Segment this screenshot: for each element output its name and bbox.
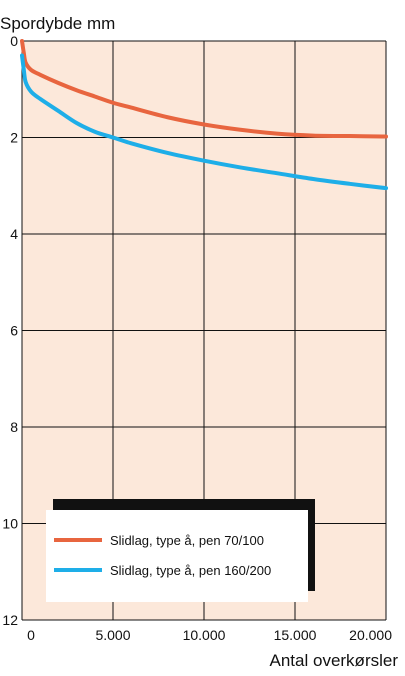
legend-box	[46, 510, 308, 602]
x-axis-title: Antal overkørsler	[270, 651, 399, 670]
y-tick-label: 2	[10, 130, 18, 146]
legend-label-1: Slidlag, type å, pen 70/100	[110, 533, 264, 548]
series-line-1	[20, 39, 388, 139]
y-tick-label: 12	[2, 612, 18, 628]
y-tick-label: 4	[10, 226, 18, 242]
x-tick-label: 20.000	[349, 627, 392, 643]
x-tick-label: 10.000	[183, 627, 226, 643]
y-tick-label: 8	[10, 419, 18, 435]
x-tick-label: 0	[27, 627, 35, 643]
y-tick-label: 0	[10, 33, 18, 49]
y-tick-label: 6	[10, 323, 18, 339]
y-axis-title: Spordybde mm	[0, 14, 115, 33]
x-tick-label: 5.000	[95, 627, 130, 643]
legend-label-2: Slidlag, type å, pen 160/200	[110, 563, 271, 578]
y-tick-label: 10	[2, 516, 18, 532]
x-tick-label: 15.000	[274, 627, 317, 643]
series-line-2	[20, 53, 388, 191]
